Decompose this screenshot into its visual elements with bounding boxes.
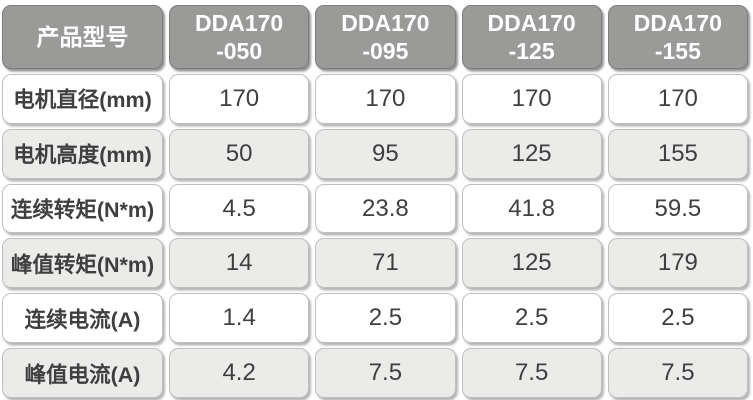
cell-value-3-1: 71 [315, 238, 456, 289]
cell-value-1-3: 155 [607, 128, 748, 179]
header-product-model-text: 产品型号 [36, 23, 129, 50]
row-label-5: 峰值电流(A) [2, 348, 163, 398]
cell-value-2-2: 41.8 [461, 183, 602, 234]
cell-value-1-1: 95 [315, 128, 456, 179]
cell-value-3-0: 14 [169, 238, 310, 289]
cell-value-4-0: 1.4 [169, 293, 310, 344]
cell-value-4-1: 2.5 [315, 293, 456, 344]
cell-value-5-1: 7.5 [315, 348, 456, 398]
cell-value-2-2-text: 41.8 [508, 194, 555, 222]
header-model-0-text: DDA170 [195, 9, 284, 36]
cell-value-1-0-text: 50 [225, 139, 253, 167]
header-model-0-text: -050 [216, 38, 263, 64]
cell-value-1-0: 50 [169, 128, 310, 179]
cell-value-0-2-text: 170 [511, 84, 552, 112]
cell-value-0-0-text: 170 [219, 84, 260, 112]
cell-value-5-2-text: 7.5 [514, 359, 549, 387]
header-model-2-text: -125 [508, 38, 555, 64]
header-model-3-text: DDA170 [633, 9, 722, 36]
cell-value-0-0: 170 [169, 74, 310, 124]
cell-value-3-3-text: 179 [657, 249, 698, 277]
header-model-1-text: -095 [362, 38, 409, 64]
cell-value-2-3-text: 59.5 [654, 194, 702, 222]
cell-value-5-2: 7.5 [461, 348, 602, 398]
cell-value-0-1-text: 170 [365, 84, 406, 112]
header-model-0: DDA170 -050 [169, 5, 310, 69]
cell-value-4-2: 2.5 [461, 293, 602, 344]
cell-value-5-1-text: 7.5 [368, 359, 403, 387]
row-label-3: 峰值转矩(N*m) [2, 238, 163, 289]
header-model-3-text: -155 [654, 38, 701, 64]
cell-value-5-3-text: 7.5 [661, 359, 695, 387]
cell-value-4-1-text: 2.5 [368, 304, 403, 332]
cell-value-3-1-text: 71 [372, 249, 399, 277]
cell-value-4-2-text: 2.5 [514, 304, 549, 332]
cell-value-0-1: 170 [315, 74, 456, 124]
header-model-2: DDA170 -125 [461, 5, 602, 69]
cell-value-0-3: 170 [607, 74, 748, 124]
cell-value-2-3: 59.5 [607, 183, 748, 234]
header-model-2-text: DDA170 [487, 9, 576, 36]
cell-value-5-3: 7.5 [607, 348, 748, 398]
row-label-3-text: 峰值转矩(N*m) [10, 252, 155, 277]
cell-value-1-2: 125 [461, 128, 602, 179]
header-product-model: 产品型号 [2, 5, 163, 69]
cell-value-5-0-text: 4.2 [222, 359, 256, 387]
cell-value-0-3-text: 170 [657, 84, 698, 112]
cell-value-4-3: 2.5 [607, 293, 748, 344]
header-model-3: DDA170 -155 [607, 5, 748, 69]
cell-value-3-2: 125 [461, 238, 602, 289]
header-model-1: DDA170 -095 [315, 5, 456, 69]
cell-value-1-1-text: 95 [372, 139, 399, 167]
cell-value-5-0: 4.2 [169, 348, 310, 398]
cell-value-3-2-text: 125 [511, 249, 552, 277]
row-label-5-text: 峰值电流(A) [24, 362, 141, 387]
cell-value-3-0-text: 14 [225, 249, 253, 277]
cell-value-3-3: 179 [607, 238, 748, 289]
cell-value-4-0-text: 1.4 [222, 304, 256, 332]
cell-value-2-1-text: 23.8 [362, 194, 409, 222]
row-label-4-text: 连续电流(A) [24, 307, 141, 332]
cell-value-0-2: 170 [461, 74, 602, 124]
cell-value-2-1: 23.8 [315, 183, 456, 234]
cell-value-1-3-text: 155 [657, 139, 698, 167]
row-label-0-text: 电机直径(mm) [13, 88, 152, 113]
row-label-1: 电机高度(mm) [2, 128, 163, 179]
cell-value-2-0-text: 4.5 [222, 194, 256, 222]
row-label-1-text: 电机高度(mm) [13, 143, 152, 168]
header-model-1-text: DDA170 [341, 9, 430, 36]
cell-value-4-3-text: 2.5 [661, 304, 695, 332]
row-label-2: 连续转矩(N*m) [2, 183, 163, 234]
row-label-2-text: 连续转矩(N*m) [10, 198, 155, 223]
row-label-0: 电机直径(mm) [2, 74, 163, 124]
cell-value-2-0: 4.5 [169, 183, 310, 234]
cell-value-1-2-text: 125 [511, 139, 552, 167]
row-label-4: 连续电流(A) [2, 293, 163, 344]
